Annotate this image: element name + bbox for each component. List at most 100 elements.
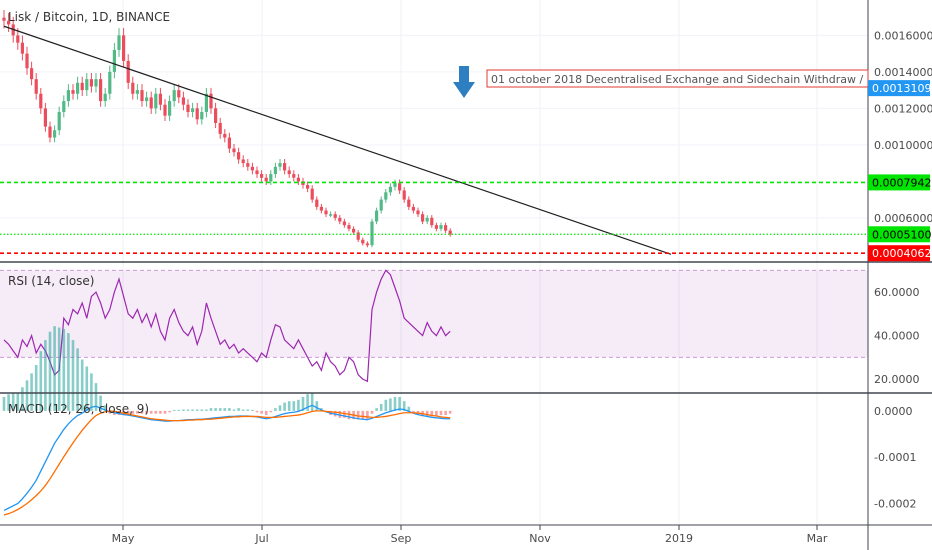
candle-body[interactable] — [292, 174, 296, 178]
macd-signal-line[interactable] — [3, 410, 451, 516]
candle-body[interactable] — [89, 79, 93, 87]
candle-body[interactable] — [402, 190, 406, 200]
candle-body[interactable] — [94, 79, 98, 87]
rsi-line[interactable] — [3, 269, 451, 383]
candle-body[interactable] — [131, 82, 135, 94]
candle-body[interactable] — [103, 93, 107, 102]
candle-body[interactable] — [273, 166, 277, 175]
candle-body[interactable] — [223, 133, 227, 138]
candle-body[interactable] — [306, 185, 310, 189]
candle-body[interactable] — [379, 199, 383, 211]
candle-body[interactable] — [20, 42, 24, 54]
candle-body[interactable] — [319, 206, 323, 211]
candle-body[interactable] — [416, 210, 420, 215]
candle-body[interactable] — [324, 210, 328, 215]
candle-body[interactable] — [39, 93, 43, 109]
candle-body[interactable] — [315, 199, 319, 207]
candle-body[interactable] — [2, 17, 6, 21]
candle-body[interactable] — [255, 170, 259, 175]
candle-body[interactable] — [352, 228, 356, 233]
candle-body[interactable] — [421, 214, 425, 222]
candle-body[interactable] — [434, 225, 438, 229]
candle-body[interactable] — [398, 183, 402, 191]
candle-body[interactable] — [25, 53, 29, 69]
candle-body[interactable] — [158, 93, 162, 105]
macd-pane[interactable] — [3, 404, 451, 516]
candle-body[interactable] — [425, 217, 429, 222]
candle-body[interactable] — [62, 101, 66, 113]
candle-body[interactable] — [246, 163, 250, 167]
candle-body[interactable] — [204, 93, 208, 113]
candle-body[interactable] — [76, 82, 80, 94]
candle-body[interactable] — [7, 20, 11, 25]
candle-body[interactable] — [85, 79, 89, 91]
candle-body[interactable] — [384, 192, 388, 200]
candle-body[interactable] — [264, 177, 268, 182]
down-arrow-icon[interactable] — [453, 66, 475, 98]
candle-body[interactable] — [209, 93, 213, 109]
candle-body[interactable] — [232, 148, 236, 153]
candle-body[interactable] — [191, 108, 195, 113]
candle-body[interactable] — [186, 104, 190, 113]
candle-body[interactable] — [430, 217, 434, 226]
candle-body[interactable] — [71, 90, 75, 94]
candle-body[interactable] — [66, 90, 70, 102]
trend-line[interactable] — [3, 25, 672, 255]
candle-body[interactable] — [393, 183, 397, 187]
candle-body[interactable] — [135, 90, 139, 94]
candle-body[interactable] — [43, 108, 47, 127]
candle-body[interactable] — [30, 68, 34, 80]
candle-body[interactable] — [296, 177, 300, 182]
candle-body[interactable] — [34, 79, 38, 94]
annotation-box[interactable] — [486, 69, 869, 88]
candle-body[interactable] — [181, 97, 185, 105]
candle-body[interactable] — [278, 163, 282, 167]
candle-body[interactable] — [99, 79, 103, 102]
candle-body[interactable] — [411, 206, 415, 211]
candle-body[interactable] — [388, 186, 392, 193]
candle-body[interactable] — [80, 82, 84, 91]
candle-body[interactable] — [126, 60, 130, 83]
candle-body[interactable] — [241, 159, 245, 164]
candle-body[interactable] — [53, 130, 57, 138]
candle-body[interactable] — [375, 210, 379, 222]
candle-body[interactable] — [145, 97, 149, 102]
candle-body[interactable] — [48, 126, 52, 138]
candle-body[interactable] — [370, 221, 374, 246]
candle-body[interactable] — [154, 93, 158, 109]
candle-body[interactable] — [439, 225, 443, 229]
candle-body[interactable] — [250, 166, 254, 171]
candle-body[interactable] — [260, 174, 264, 178]
candle-body[interactable] — [283, 163, 287, 171]
candle-body[interactable] — [140, 90, 144, 102]
candle-body[interactable] — [214, 108, 218, 123]
candle-body[interactable] — [16, 35, 20, 43]
level-lines[interactable] — [0, 181, 868, 255]
candle-body[interactable] — [310, 188, 314, 200]
candle-body[interactable] — [122, 35, 126, 61]
candle-body[interactable] — [177, 90, 181, 98]
candle-body[interactable] — [108, 71, 112, 94]
candle-body[interactable] — [112, 49, 116, 72]
candle-body[interactable] — [269, 174, 273, 182]
candle-body[interactable] — [338, 217, 342, 222]
candle-body[interactable] — [365, 243, 369, 246]
candle-body[interactable] — [356, 232, 360, 240]
candle-body[interactable] — [448, 230, 452, 235]
candle-body[interactable] — [444, 225, 448, 231]
candle-body[interactable] — [168, 101, 172, 116]
candle-body[interactable] — [218, 122, 222, 134]
candle-body[interactable] — [172, 90, 176, 102]
candle-body[interactable] — [149, 97, 153, 109]
candle-body[interactable] — [227, 137, 231, 149]
rsi-pane[interactable] — [3, 269, 451, 383]
candle-body[interactable] — [195, 108, 199, 120]
candle-body[interactable] — [361, 239, 365, 244]
candle-body[interactable] — [163, 104, 167, 116]
candle-body[interactable] — [117, 35, 121, 50]
candle-body[interactable] — [57, 112, 61, 131]
candle-body[interactable] — [200, 112, 204, 120]
candle-body[interactable] — [287, 170, 291, 175]
candle-body[interactable] — [342, 221, 346, 226]
candle-body[interactable] — [333, 214, 337, 218]
